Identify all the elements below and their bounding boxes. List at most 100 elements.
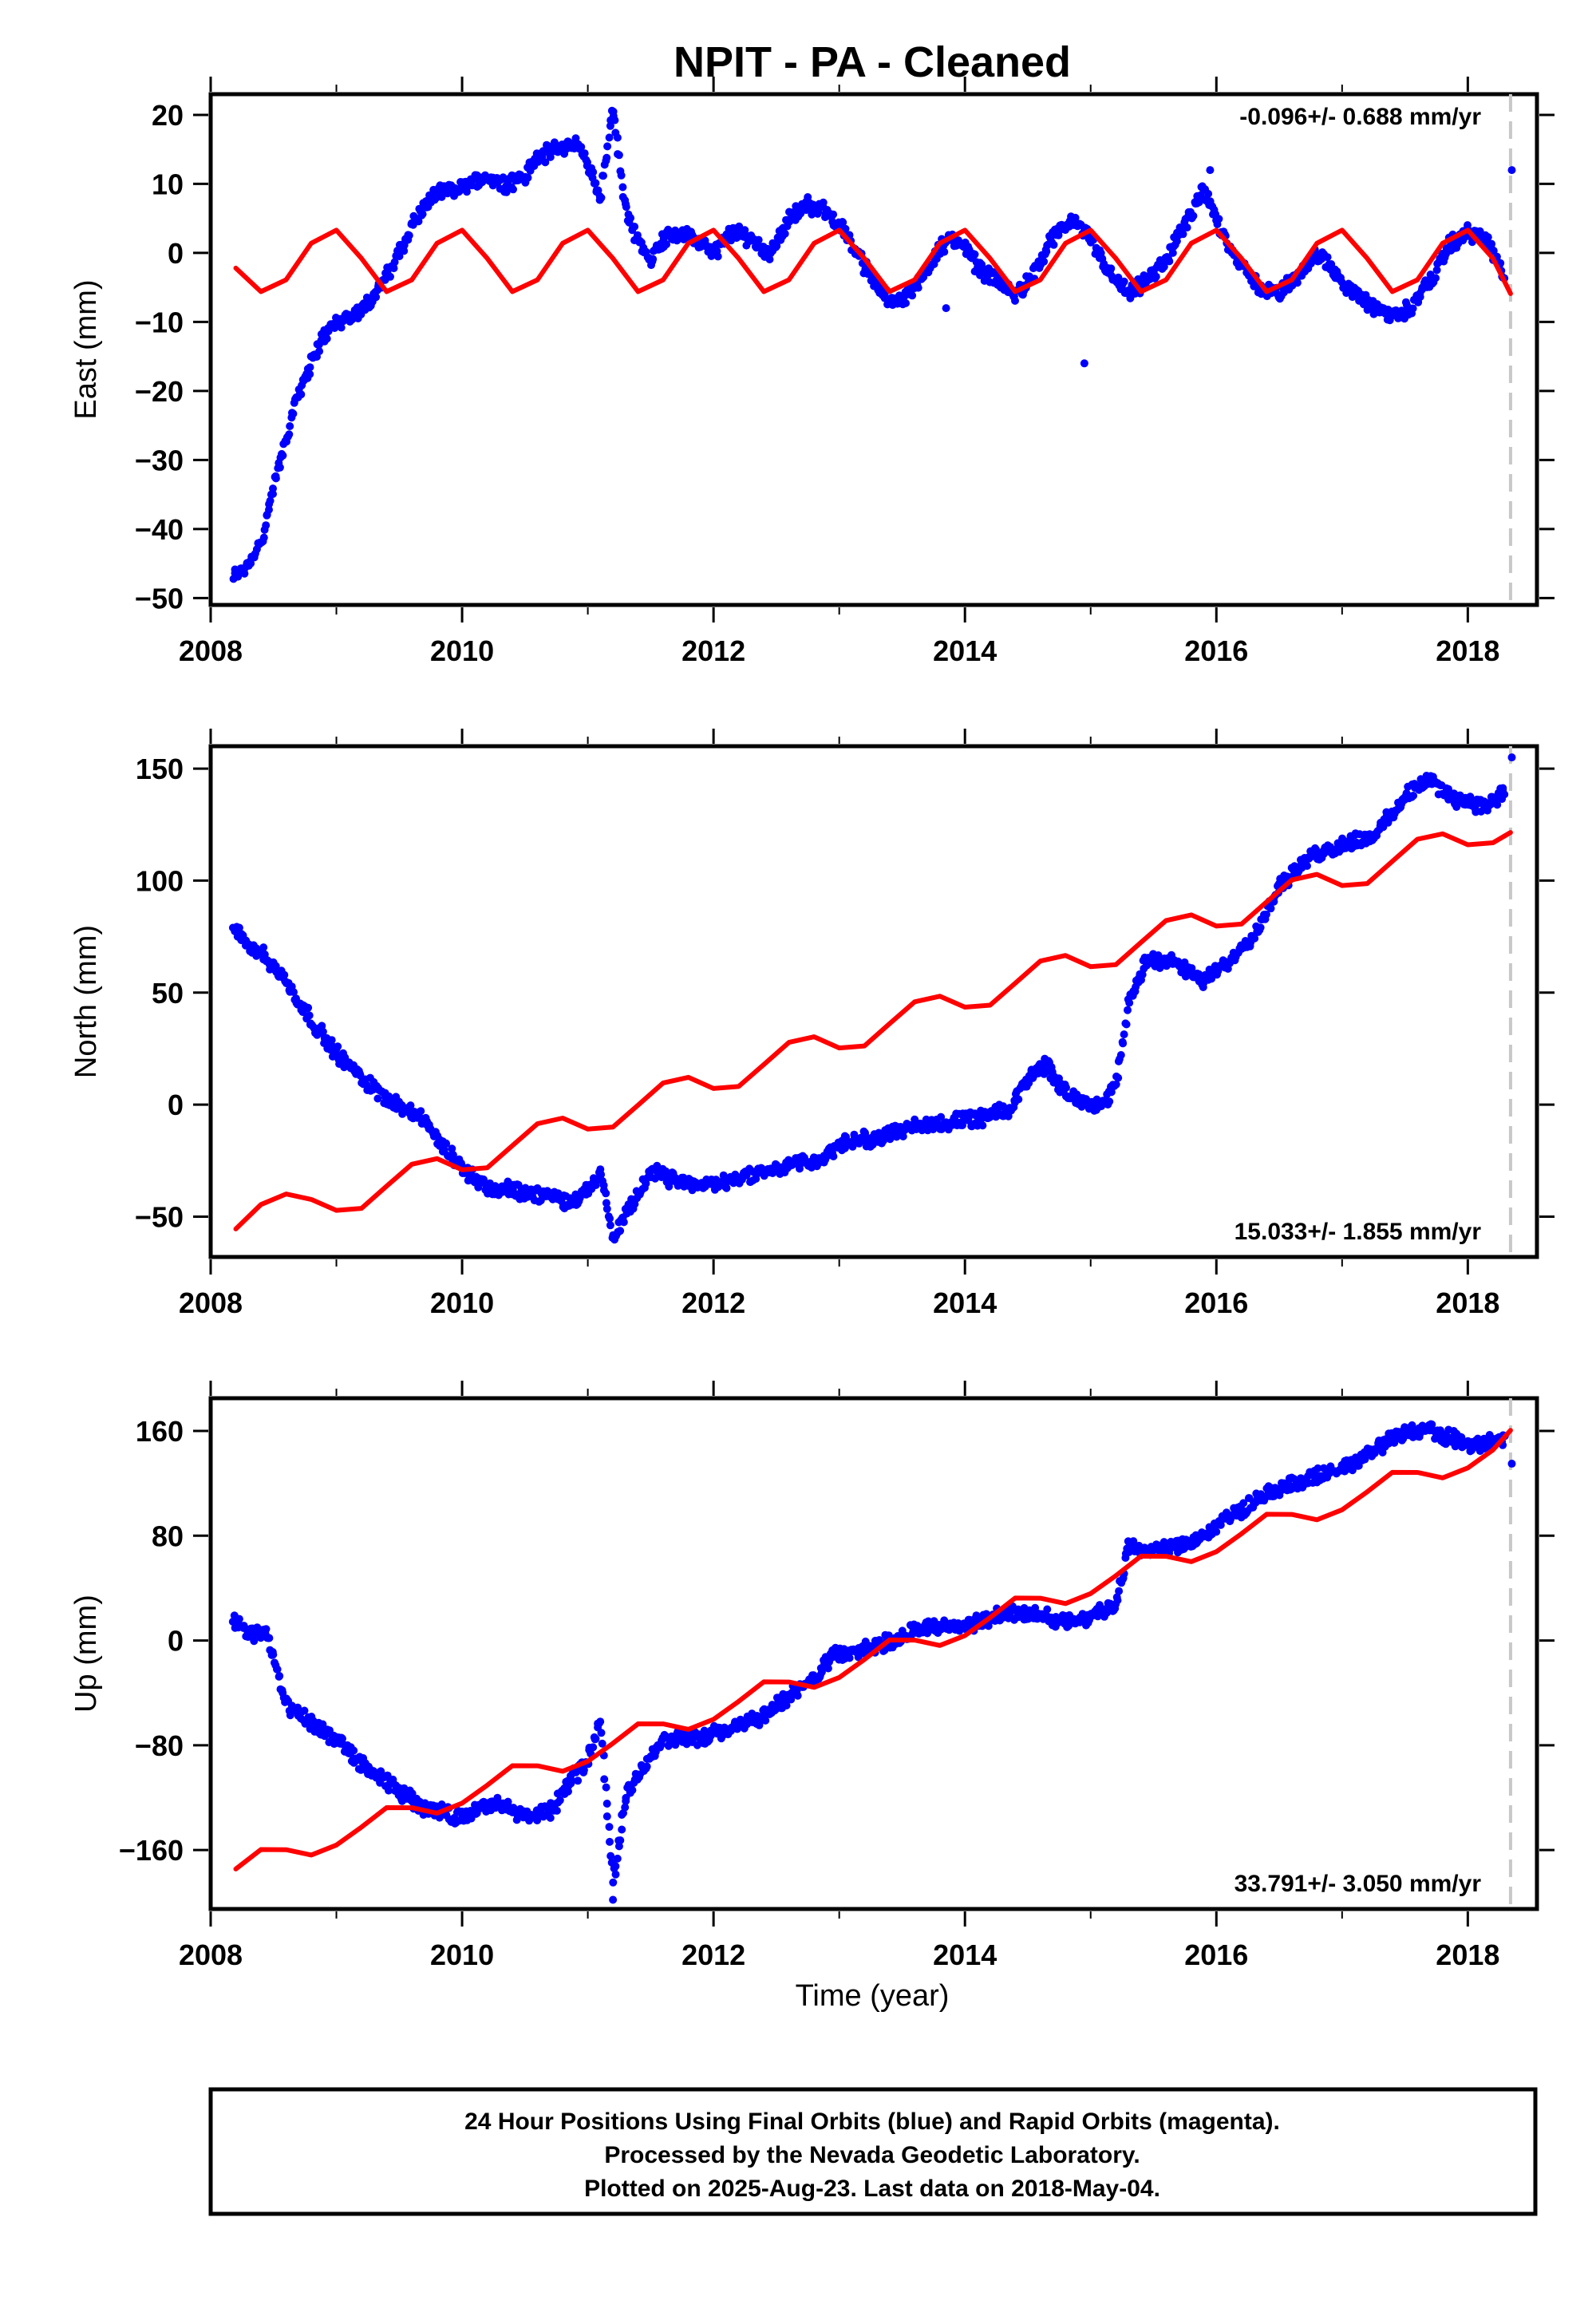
data-point bbox=[580, 149, 589, 158]
y-tick-label: 0 bbox=[168, 1089, 184, 1121]
x-tick-label: 2016 bbox=[1184, 1939, 1248, 1971]
data-point bbox=[841, 224, 850, 233]
data-point bbox=[1239, 1499, 1248, 1508]
footer-line-3: Plotted on 2025-Aug-23. Last data on 201… bbox=[584, 2176, 1160, 2202]
data-point bbox=[306, 363, 314, 372]
data-point bbox=[583, 158, 591, 167]
data-point bbox=[1290, 1475, 1298, 1484]
footer-line-1: 24 Hour Positions Using Final Orbits (bl… bbox=[464, 2109, 1280, 2135]
data-point bbox=[722, 1184, 731, 1192]
x-tick-label: 2018 bbox=[1436, 634, 1499, 667]
data-point bbox=[567, 1777, 576, 1785]
data-point bbox=[1124, 1006, 1132, 1014]
data-point bbox=[602, 153, 611, 162]
data-point bbox=[602, 1783, 610, 1792]
data-point bbox=[1303, 862, 1311, 870]
footer-line-2: Processed by the Nevada Geodetic Laborat… bbox=[604, 2142, 1140, 2168]
data-point bbox=[1493, 800, 1502, 809]
x-tick-label: 2010 bbox=[430, 1286, 494, 1319]
y-tick-label: −50 bbox=[135, 582, 184, 615]
data-point bbox=[642, 1762, 651, 1771]
data-point bbox=[265, 1634, 274, 1642]
data-point bbox=[275, 1672, 284, 1680]
y-tick-label: 160 bbox=[136, 1415, 184, 1448]
data-point bbox=[390, 258, 399, 267]
data-point bbox=[1444, 785, 1452, 793]
data-point bbox=[262, 1625, 271, 1634]
data-point bbox=[1483, 233, 1492, 242]
data-point bbox=[611, 1870, 620, 1879]
data-point bbox=[304, 1003, 313, 1012]
data-point bbox=[297, 390, 306, 399]
data-point bbox=[1489, 247, 1498, 255]
footer-box: 24 Hour Positions Using Final Orbits (bl… bbox=[208, 2087, 1538, 2216]
data-point bbox=[1152, 272, 1160, 281]
data-point bbox=[1432, 274, 1440, 283]
data-point bbox=[350, 1746, 358, 1755]
y-tick-label: 20 bbox=[152, 99, 184, 132]
data-point bbox=[523, 173, 532, 182]
data-point bbox=[618, 1825, 626, 1834]
data-point bbox=[571, 134, 580, 143]
data-point bbox=[269, 490, 277, 498]
data-point bbox=[610, 116, 619, 124]
data-point bbox=[552, 1806, 561, 1815]
outlier-point bbox=[609, 1895, 618, 1904]
y-tick-label: 10 bbox=[152, 168, 184, 200]
data-point bbox=[618, 183, 627, 192]
data-point bbox=[334, 1042, 342, 1051]
data-point bbox=[406, 1101, 415, 1110]
data-point bbox=[914, 283, 922, 292]
data-point bbox=[247, 559, 255, 567]
data-point bbox=[273, 1665, 282, 1674]
data-point bbox=[1361, 1455, 1369, 1464]
data-point bbox=[616, 1227, 625, 1235]
data-point bbox=[589, 168, 598, 176]
data-point bbox=[602, 1199, 610, 1207]
data-point bbox=[1122, 1020, 1131, 1029]
data-point bbox=[782, 1701, 791, 1709]
data-point bbox=[1165, 257, 1174, 266]
data-point bbox=[662, 240, 671, 249]
data-point bbox=[337, 323, 346, 332]
data-point bbox=[600, 1775, 609, 1784]
data-point bbox=[250, 1637, 259, 1646]
data-point bbox=[315, 347, 324, 356]
data-point bbox=[606, 1221, 614, 1230]
data-point bbox=[306, 370, 314, 378]
model-series-line bbox=[233, 227, 1513, 296]
x-tick-label: 2012 bbox=[681, 1939, 745, 1971]
data-point bbox=[598, 1739, 606, 1748]
data-point bbox=[318, 1027, 327, 1036]
y-tick-label: 80 bbox=[152, 1520, 184, 1552]
model-series-line bbox=[233, 830, 1513, 1231]
data-point bbox=[617, 171, 626, 180]
data-point bbox=[605, 133, 614, 142]
x-tick-label: 2012 bbox=[681, 1286, 745, 1319]
data-point bbox=[1114, 1073, 1123, 1082]
data-point bbox=[602, 1800, 611, 1808]
data-point bbox=[266, 496, 275, 505]
data-point bbox=[605, 1823, 614, 1832]
data-point bbox=[300, 1706, 309, 1715]
data-point bbox=[817, 1668, 826, 1677]
data-point bbox=[417, 1107, 425, 1116]
data-point bbox=[765, 255, 774, 263]
data-point bbox=[713, 252, 722, 261]
data-point bbox=[280, 970, 289, 979]
data-point bbox=[602, 1189, 610, 1198]
data-point bbox=[564, 1787, 572, 1796]
data-point bbox=[338, 1734, 346, 1743]
y-tick-label: −30 bbox=[135, 444, 184, 476]
data-point bbox=[1168, 248, 1177, 257]
data-point bbox=[606, 1852, 615, 1860]
data-point bbox=[1500, 790, 1509, 799]
data-point bbox=[286, 422, 294, 430]
data-point bbox=[606, 1214, 614, 1223]
data-point bbox=[1416, 293, 1424, 301]
data-point bbox=[373, 1094, 382, 1103]
chart-title: NPIT - PA - Cleaned bbox=[674, 38, 1071, 86]
data-point bbox=[1014, 1095, 1023, 1104]
rate-label: 33.791+/- 3.050 mm/yr bbox=[1235, 1871, 1482, 1897]
